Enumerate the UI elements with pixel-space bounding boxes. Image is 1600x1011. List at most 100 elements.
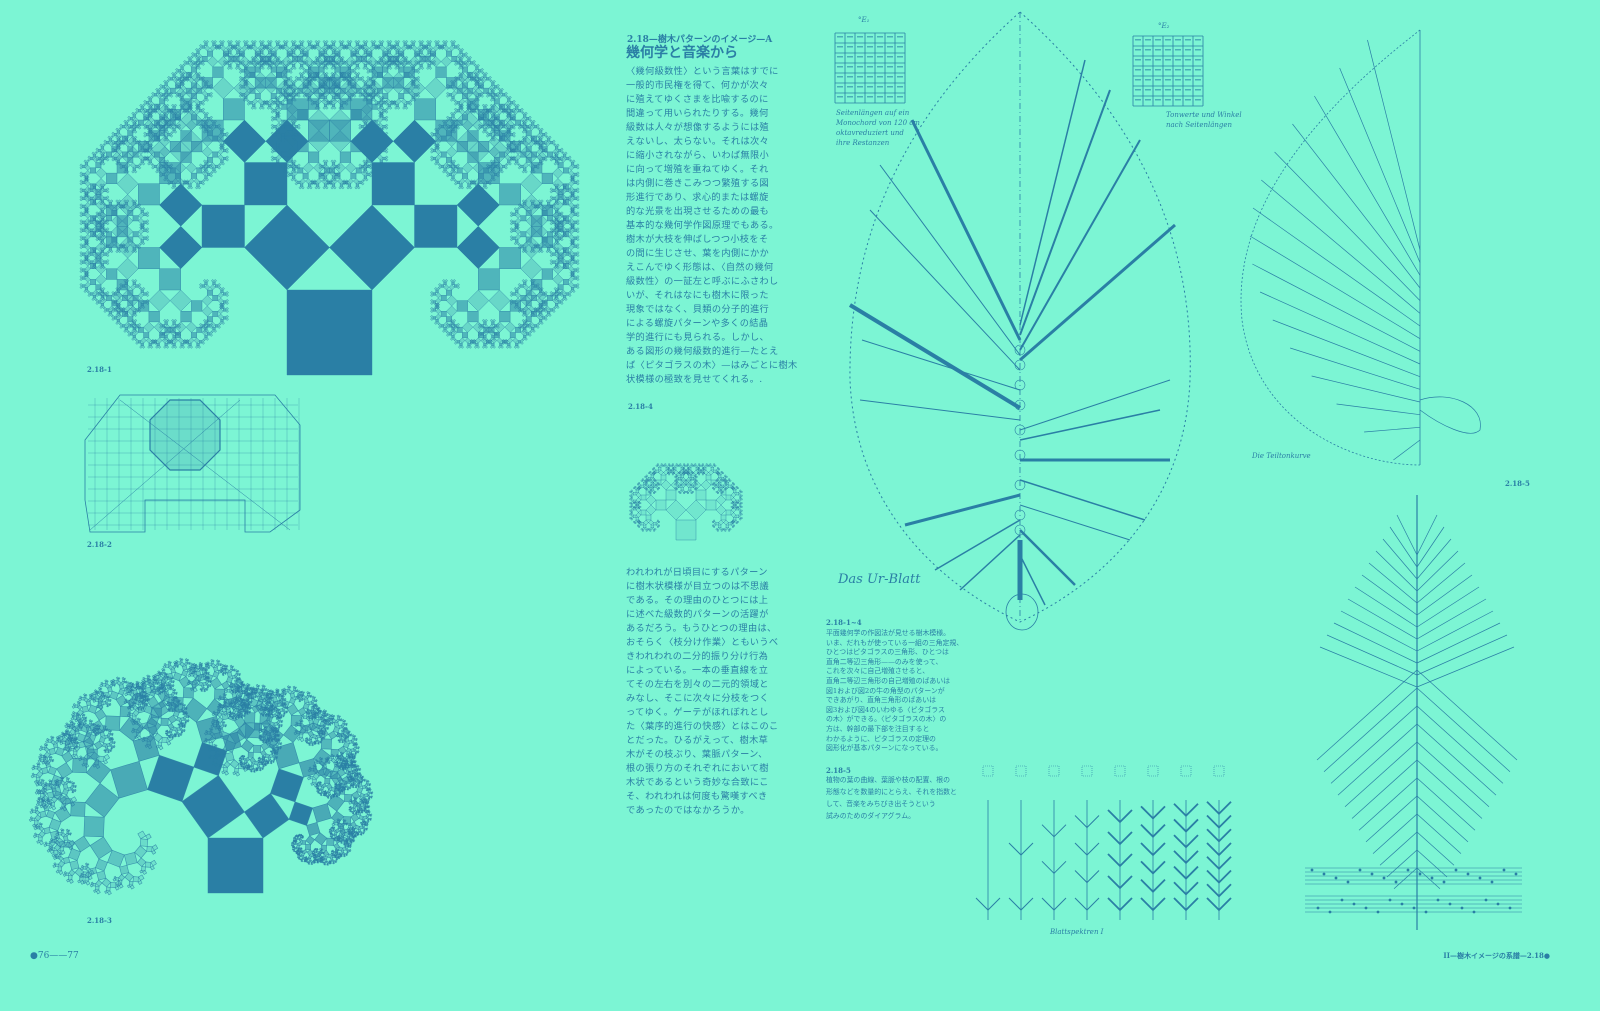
tree-square: [145, 141, 150, 145]
tree-square: [229, 39, 233, 44]
tree-square: [137, 325, 142, 329]
tree-square: [122, 164, 126, 169]
tree-square: [79, 203, 83, 207]
tree-square: [113, 742, 116, 745]
tree-square: [450, 178, 454, 182]
tree-square: [292, 135, 296, 139]
tree-square: [434, 39, 438, 44]
tree-square: [145, 109, 150, 113]
tree-square: [491, 82, 495, 86]
tree-square: [358, 77, 362, 81]
tree-square: [131, 111, 135, 116]
tree-square: [180, 95, 184, 99]
tree-square: [419, 63, 423, 68]
tree-square: [36, 766, 42, 772]
tree-square: [201, 294, 213, 307]
tree-square: [491, 342, 495, 347]
tree-square: [102, 162, 106, 166]
tree-square: [188, 58, 192, 62]
tree-square: [269, 39, 273, 44]
tree-square: [100, 263, 104, 267]
tree-square: [196, 183, 200, 187]
tree-square: [67, 723, 71, 728]
tree-square: [131, 329, 135, 333]
tree-square: [76, 715, 81, 720]
tree-square: [286, 289, 373, 376]
tree-square: [241, 85, 245, 89]
tree-square: [493, 114, 500, 121]
tree-square: [141, 286, 146, 291]
tree-square: [576, 211, 580, 215]
tree-square: [48, 799, 52, 803]
tree-square: [448, 117, 452, 121]
tree-square: [141, 866, 146, 871]
tree-square: [552, 167, 564, 179]
tree-square: [400, 45, 407, 52]
tree-square: [513, 162, 518, 166]
tree-square: [380, 39, 385, 44]
tree-square: [261, 66, 265, 70]
tree-square: [30, 808, 34, 812]
tree-square: [411, 42, 415, 46]
tree-square: [127, 236, 134, 243]
tree-square: [339, 183, 344, 187]
tree-square: [456, 101, 460, 105]
tree-square: [110, 249, 114, 254]
tree-square: [127, 333, 131, 337]
tree-square: [36, 762, 40, 766]
tree-square: [309, 39, 313, 44]
tree-square: [148, 98, 152, 102]
tree-square: [434, 162, 438, 166]
tree-square: [361, 182, 365, 186]
tree-square: [237, 39, 241, 44]
tree-square: [460, 345, 464, 349]
tree-square: [217, 154, 224, 161]
tree-square: [338, 186, 342, 190]
tree-square: [440, 125, 444, 129]
tree-square: [454, 164, 458, 169]
tree-square: [536, 325, 540, 329]
tree-square: [499, 311, 511, 323]
tree-square: [137, 154, 144, 161]
tree-square: [515, 210, 519, 214]
tree-square: [491, 114, 495, 118]
tree-square: [196, 167, 203, 174]
tree-square: [524, 337, 528, 341]
tree-square: [540, 321, 544, 325]
tree-square: [392, 119, 437, 163]
tree-square: [103, 252, 107, 256]
tree-square: [370, 39, 374, 44]
tree-square: [140, 210, 144, 214]
tree-square: [160, 717, 169, 726]
tree-square: [547, 295, 553, 301]
tree-square: [366, 164, 370, 169]
tree-square: [440, 324, 444, 328]
tree-square: [79, 166, 83, 170]
tree-square: [488, 75, 492, 80]
tree-square: [79, 251, 83, 255]
tree-square: [151, 166, 155, 170]
tree-square: [116, 247, 120, 251]
tree-square: [221, 39, 225, 44]
tree-square: [95, 889, 101, 895]
tree-square: [155, 170, 159, 174]
tree-square: [99, 297, 103, 301]
tree-square: [330, 106, 334, 110]
tree-square: [102, 241, 106, 246]
tree-square: [241, 69, 245, 73]
tree-square: [382, 109, 386, 113]
tree-square: [169, 341, 174, 345]
tree-square: [85, 880, 91, 886]
tree-square: [62, 873, 67, 877]
tree-square: [177, 325, 182, 329]
tree-square: [541, 268, 553, 280]
tree-square: [523, 167, 527, 171]
tree-square: [122, 324, 126, 328]
tree-square: [110, 313, 114, 317]
tree-square: [459, 58, 463, 62]
tree-square: [576, 198, 580, 202]
tree-square: [50, 756, 53, 759]
tree-square: [124, 872, 134, 882]
tree-square: [467, 74, 471, 78]
tree-square: [164, 175, 168, 179]
